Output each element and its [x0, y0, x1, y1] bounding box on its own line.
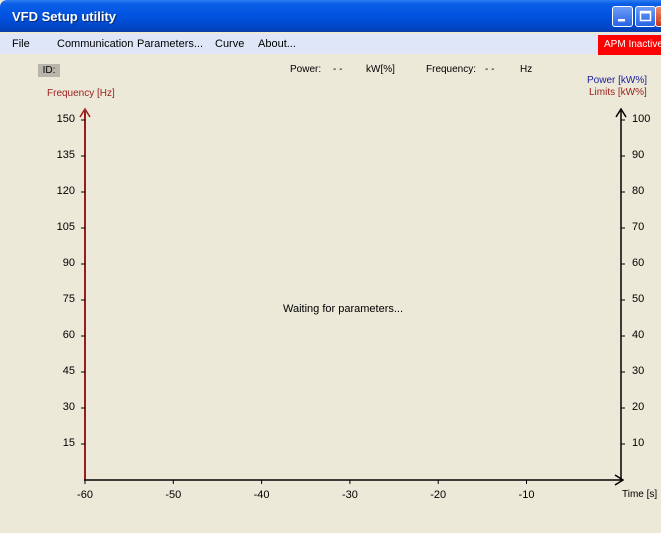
menu-curve[interactable]: Curve — [215, 38, 245, 50]
x-tick-label: -30 — [341, 489, 358, 501]
maximize-icon — [639, 10, 652, 22]
power-axis-title: Power [kW%] — [587, 75, 648, 86]
x-axis-arrow-icon — [614, 474, 625, 486]
left-tick-label: 60 — [62, 329, 75, 341]
left-axis-arrow-icon — [79, 107, 91, 118]
x-axis-title: Time [s] — [622, 489, 658, 500]
power-value: - - — [333, 64, 343, 75]
x-tick-label: -10 — [518, 489, 535, 501]
right-tick-label: 30 — [632, 365, 645, 377]
title-bar[interactable]: VFD Setup utility — [0, 0, 661, 32]
close-button[interactable] — [655, 6, 661, 27]
id-label: ID: — [38, 64, 60, 77]
x-tick-label: -40 — [253, 489, 270, 501]
right-tick-label: 20 — [632, 401, 645, 413]
left-tick-label: 90 — [62, 257, 75, 269]
menu-communication[interactable]: Communication — [57, 38, 134, 50]
power-label: Power: — [290, 64, 322, 75]
limits-axis-title: Limits [kW%] — [589, 87, 647, 98]
left-tick-label: 45 — [62, 365, 75, 377]
right-tick-label: 10 — [632, 437, 645, 449]
x-tick-label: -60 — [77, 489, 93, 501]
waiting-message: Waiting for parameters... — [283, 303, 404, 315]
left-tick-label: 105 — [56, 221, 75, 233]
right-tick-label: 80 — [632, 185, 645, 197]
right-tick-label: 90 — [632, 149, 645, 161]
right-tick-label: 100 — [632, 113, 651, 125]
right-tick-label: 70 — [632, 221, 645, 233]
menu-bar: File Communication Parameters... Curve A… — [0, 34, 661, 54]
menu-parameters[interactable]: Parameters... — [137, 38, 204, 50]
minimize-button[interactable] — [612, 6, 633, 27]
right-tick-label: 60 — [632, 257, 645, 269]
left-tick-label: 120 — [56, 185, 75, 197]
left-axis-title: Frequency [Hz] — [47, 88, 115, 99]
frequency-value: - - — [485, 64, 495, 75]
right-axis-arrow-icon — [615, 107, 627, 118]
menu-file[interactable]: File — [12, 38, 30, 50]
x-tick-label: -50 — [165, 489, 182, 501]
left-tick-label: 15 — [62, 437, 75, 449]
menu-about[interactable]: About... — [258, 38, 296, 50]
power-unit: kW[%] — [366, 64, 395, 75]
minimize-icon — [618, 19, 625, 22]
right-tick-label: 50 — [632, 293, 645, 305]
left-tick-label: 135 — [56, 149, 75, 161]
x-tick-label: -20 — [430, 489, 447, 501]
right-tick-label: 40 — [632, 329, 645, 341]
window-title: VFD Setup utility — [12, 9, 116, 24]
left-tick-label: 150 — [56, 113, 75, 125]
left-tick-label: 30 — [62, 401, 75, 413]
left-tick-label: 75 — [62, 293, 75, 305]
apm-status-badge: APM Inactive — [598, 35, 661, 55]
frequency-label: Frequency: — [426, 64, 477, 75]
frequency-unit: Hz — [520, 64, 533, 75]
